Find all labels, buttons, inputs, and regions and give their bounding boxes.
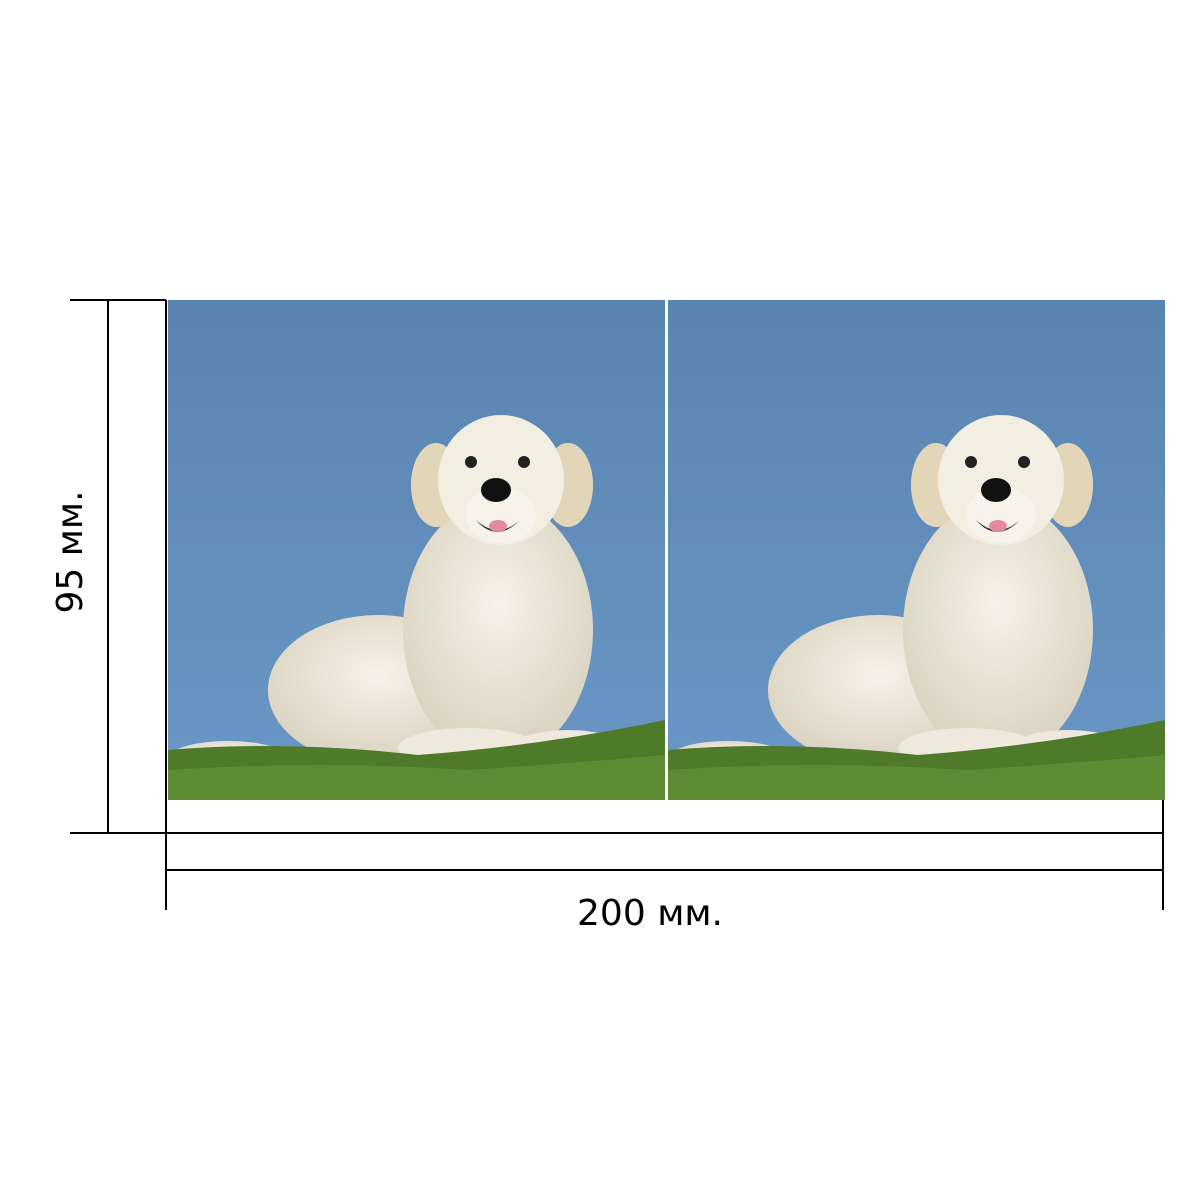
height-label: 95 мм. [50, 490, 91, 613]
photo-left [168, 300, 665, 800]
width-label: 200 мм. [577, 893, 723, 934]
photo-right [668, 300, 1165, 800]
dimension-lines [70, 299, 1164, 910]
product-image [168, 300, 1165, 800]
